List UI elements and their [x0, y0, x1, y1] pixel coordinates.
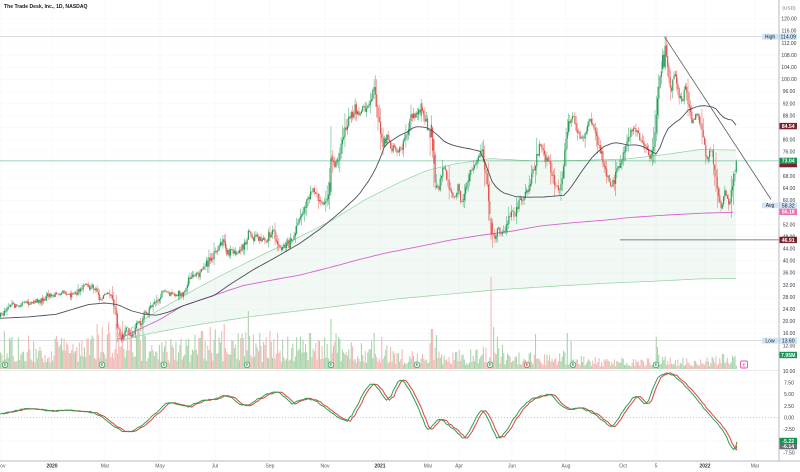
svg-text:68.00: 68.00	[783, 174, 796, 180]
svg-text:10.00: 10.00	[783, 369, 796, 375]
svg-text:Mar: Mar	[424, 464, 433, 470]
svg-text:E: E	[163, 362, 166, 367]
svg-text:100.00: 100.00	[781, 77, 797, 83]
svg-text:Aug: Aug	[562, 464, 571, 470]
svg-text:-2.50: -2.50	[783, 427, 795, 433]
svg-text:7.95M: 7.95M	[781, 353, 795, 359]
svg-text:112.00: 112.00	[782, 41, 797, 47]
svg-text:120.00: 120.00	[781, 17, 797, 23]
svg-text:13.60: 13.60	[782, 339, 795, 345]
svg-text:0.00: 0.00	[784, 415, 794, 421]
svg-text:64.00: 64.00	[783, 186, 796, 192]
svg-text:E: E	[655, 362, 658, 367]
svg-text:Sep: Sep	[266, 464, 275, 470]
svg-text:Apr: Apr	[455, 464, 463, 470]
svg-text:Mar: Mar	[101, 464, 110, 470]
svg-text:58.32: 58.32	[782, 203, 795, 209]
svg-text:May: May	[155, 464, 165, 470]
svg-text:Jun: Jun	[508, 464, 516, 470]
svg-text:5: 5	[655, 464, 658, 470]
svg-text:88.00: 88.00	[783, 113, 796, 119]
svg-text:20.00: 20.00	[783, 319, 796, 325]
svg-text:24.00: 24.00	[783, 307, 796, 313]
svg-text:The Trade Desk, Inc., 1D, NASD: The Trade Desk, Inc., 1D, NASDAQ	[4, 4, 88, 10]
svg-text:E: E	[416, 362, 419, 367]
svg-text:-5.22: -5.22	[782, 439, 794, 445]
svg-text:E: E	[572, 362, 575, 367]
svg-text:E: E	[743, 363, 746, 368]
svg-text:80.00: 80.00	[783, 138, 796, 144]
svg-text:60.00: 60.00	[783, 198, 796, 204]
svg-text:2021: 2021	[374, 464, 385, 470]
svg-text:73.04: 73.04	[782, 159, 795, 165]
svg-text:12.00: 12.00	[783, 343, 796, 349]
svg-text:E: E	[101, 362, 104, 367]
svg-text:-7.50: -7.50	[783, 450, 795, 456]
svg-text:44.00: 44.00	[783, 247, 796, 253]
svg-text:E: E	[4, 362, 7, 367]
svg-text:56.18: 56.18	[782, 210, 795, 216]
svg-text:Oct: Oct	[619, 464, 627, 470]
svg-text:76.00: 76.00	[783, 150, 796, 156]
svg-text:28.00: 28.00	[783, 295, 796, 301]
svg-text:96.00: 96.00	[783, 89, 796, 95]
svg-text:Nov: Nov	[0, 464, 6, 470]
svg-text:Avg: Avg	[766, 203, 775, 209]
svg-text:E: E	[330, 362, 333, 367]
svg-text:2.50: 2.50	[784, 404, 794, 410]
svg-text:114.09: 114.09	[780, 35, 796, 41]
svg-text:46.91: 46.91	[782, 238, 795, 244]
svg-text:(USD): (USD)	[782, 6, 796, 12]
svg-text:84.54: 84.54	[782, 124, 795, 130]
svg-text:16.00: 16.00	[783, 331, 796, 337]
svg-text:2020: 2020	[46, 464, 57, 470]
svg-text:Nov: Nov	[321, 464, 330, 470]
svg-text:104.00: 104.00	[781, 65, 797, 71]
svg-text:E: E	[489, 362, 492, 367]
svg-text:92.00: 92.00	[783, 101, 796, 107]
svg-text:32.00: 32.00	[783, 283, 796, 289]
svg-text:-6.14: -6.14	[782, 444, 794, 450]
svg-text:E: E	[526, 362, 529, 367]
svg-text:7.50: 7.50	[784, 381, 794, 387]
svg-text:2022: 2022	[699, 464, 710, 470]
svg-text:Low: Low	[765, 339, 775, 345]
svg-text:High: High	[765, 35, 776, 41]
svg-text:116.00: 116.00	[782, 29, 797, 35]
svg-text:36.00: 36.00	[783, 271, 796, 277]
svg-text:E: E	[246, 362, 249, 367]
svg-text:40.00: 40.00	[783, 259, 796, 265]
svg-text:Jul: Jul	[212, 464, 218, 470]
svg-text:5.00: 5.00	[784, 392, 794, 398]
svg-text:Mar: Mar	[751, 464, 760, 470]
svg-text:52.00: 52.00	[783, 222, 796, 228]
svg-text:108.00: 108.00	[781, 53, 797, 59]
